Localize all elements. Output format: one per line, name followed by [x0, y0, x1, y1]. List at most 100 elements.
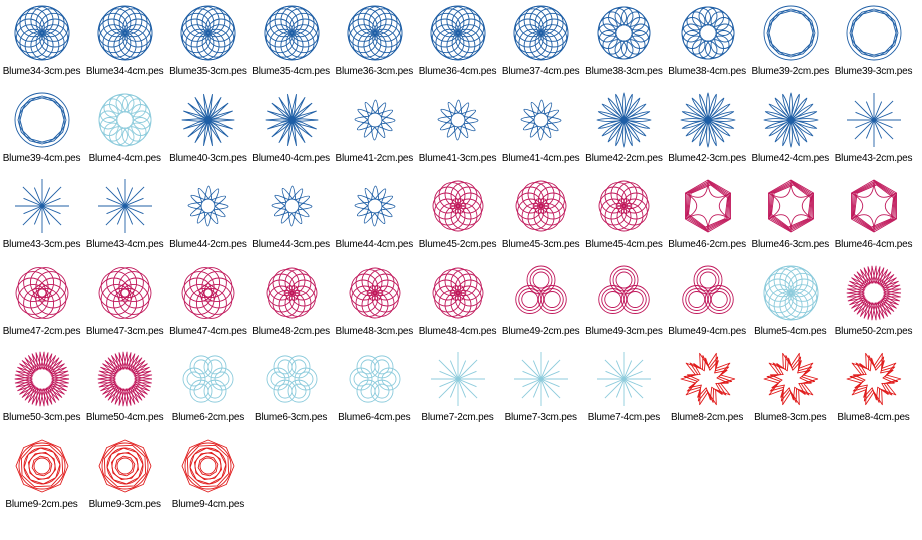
flower-design-icon: [846, 265, 902, 320]
file-item[interactable]: Blume43-2cm.pes: [832, 91, 915, 177]
file-item[interactable]: Blume8-4cm.pes: [832, 350, 915, 436]
file-item[interactable]: Blume7-3cm.pes: [499, 350, 582, 436]
file-item[interactable]: Blume50-3cm.pes: [0, 350, 83, 436]
embroidery-thumbnail: [845, 4, 903, 62]
embroidery-thumbnail: [595, 4, 653, 62]
file-item[interactable]: Blume42-3cm.pes: [666, 91, 749, 177]
flower-design-icon: [98, 179, 153, 233]
file-item[interactable]: Blume47-2cm.pes: [0, 264, 83, 350]
file-name-label: Blume6-4cm.pes: [338, 412, 411, 423]
file-item[interactable]: Blume48-3cm.pes: [333, 264, 416, 350]
file-item[interactable]: Blume46-3cm.pes: [749, 177, 832, 263]
file-item[interactable]: Blume36-3cm.pes: [333, 4, 416, 90]
embroidery-thumbnail: [512, 91, 570, 149]
flower-design-icon: [97, 5, 153, 61]
file-item[interactable]: Blume37-4cm.pes: [499, 4, 582, 90]
file-item[interactable]: Blume45-2cm.pes: [416, 177, 499, 263]
flower-design-icon: [432, 180, 484, 232]
file-item[interactable]: Blume46-4cm.pes: [832, 177, 915, 263]
flower-design-icon: [513, 5, 569, 61]
embroidery-thumbnail: [845, 264, 903, 322]
flower-design-icon: [182, 355, 234, 403]
file-item[interactable]: Blume43-4cm.pes: [83, 177, 166, 263]
embroidery-thumbnail: [679, 91, 737, 149]
file-item[interactable]: Blume45-3cm.pes: [499, 177, 582, 263]
file-name-label: Blume47-2cm.pes: [2, 325, 81, 337]
file-name-label: Blume6-2cm.pes: [171, 412, 244, 423]
file-item[interactable]: Blume6-3cm.pes: [250, 350, 333, 436]
file-item[interactable]: Blume38-3cm.pes: [582, 4, 665, 90]
file-item[interactable]: Blume7-2cm.pes: [416, 350, 499, 436]
file-item[interactable]: Blume7-4cm.pes: [582, 350, 665, 436]
file-item[interactable]: Blume44-3cm.pes: [250, 177, 333, 263]
flower-design-icon: [14, 351, 70, 407]
embroidery-thumbnail: [179, 91, 237, 149]
file-name-label: Blume4-4cm.pes: [88, 152, 161, 164]
file-item[interactable]: Blume40-3cm.pes: [166, 91, 249, 177]
file-item[interactable]: Blume6-2cm.pes: [166, 350, 249, 436]
file-item[interactable]: Blume6-4cm.pes: [333, 350, 416, 436]
embroidery-thumbnail: [512, 350, 570, 408]
file-name-label: Blume44-2cm.pes: [169, 239, 247, 250]
file-item[interactable]: Blume34-3cm.pes: [0, 4, 83, 90]
file-item[interactable]: Blume41-4cm.pes: [499, 91, 582, 177]
file-item[interactable]: Blume45-4cm.pes: [582, 177, 665, 263]
file-name-label: Blume41-3cm.pes: [418, 152, 497, 164]
file-name-label: Blume43-4cm.pes: [85, 239, 164, 250]
file-item[interactable]: Blume36-4cm.pes: [416, 4, 499, 90]
file-name-label: Blume46-3cm.pes: [751, 239, 830, 250]
file-item[interactable]: Blume35-3cm.pes: [166, 4, 249, 90]
file-item[interactable]: Blume50-4cm.pes: [83, 350, 166, 436]
file-item[interactable]: Blume49-3cm.pes: [582, 264, 665, 350]
file-item[interactable]: Blume49-2cm.pes: [499, 264, 582, 350]
file-item[interactable]: Blume43-3cm.pes: [0, 177, 83, 263]
file-item[interactable]: Blume35-4cm.pes: [250, 4, 333, 90]
file-item[interactable]: Blume44-2cm.pes: [166, 177, 249, 263]
file-item[interactable]: Blume39-3cm.pes: [832, 4, 915, 90]
embroidery-thumbnail: [595, 177, 653, 235]
file-item[interactable]: Blume4-4cm.pes: [83, 91, 166, 177]
file-name-label: Blume45-4cm.pes: [585, 239, 663, 250]
file-item[interactable]: Blume9-4cm.pes: [166, 437, 249, 523]
file-name-label: Blume8-4cm.pes: [837, 412, 910, 423]
file-item[interactable]: Blume9-2cm.pes: [0, 437, 83, 523]
file-item[interactable]: Blume48-2cm.pes: [250, 264, 333, 350]
embroidery-thumbnail: [263, 350, 321, 408]
file-item[interactable]: Blume47-3cm.pes: [83, 264, 166, 350]
file-item[interactable]: Blume41-2cm.pes: [333, 91, 416, 177]
file-item[interactable]: Blume49-4cm.pes: [666, 264, 749, 350]
embroidery-thumbnail: [346, 264, 404, 322]
file-item[interactable]: Blume8-3cm.pes: [749, 350, 832, 436]
embroidery-thumbnail: [13, 91, 71, 149]
file-item[interactable]: Blume46-2cm.pes: [666, 177, 749, 263]
embroidery-thumbnail: [762, 177, 820, 235]
file-item[interactable]: Blume8-2cm.pes: [666, 350, 749, 436]
file-item[interactable]: Blume47-4cm.pes: [166, 264, 249, 350]
file-item[interactable]: Blume44-4cm.pes: [333, 177, 416, 263]
flower-design-icon: [684, 179, 731, 233]
flower-design-icon: [97, 351, 153, 407]
flower-design-icon: [98, 439, 152, 492]
file-item[interactable]: Blume9-3cm.pes: [83, 437, 166, 523]
file-item[interactable]: Blume41-3cm.pes: [416, 91, 499, 177]
flower-design-icon: [98, 93, 152, 146]
flower-design-icon: [515, 180, 567, 232]
embroidery-thumbnail: [845, 91, 903, 149]
file-name-label: Blume35-3cm.pes: [169, 66, 247, 77]
flower-design-icon: [763, 92, 819, 147]
file-item[interactable]: Blume39-4cm.pes: [0, 91, 83, 177]
file-name-label: Blume43-3cm.pes: [2, 239, 81, 250]
embroidery-thumbnail: [96, 264, 154, 322]
embroidery-thumbnail: [179, 177, 237, 235]
file-item[interactable]: Blume42-4cm.pes: [749, 91, 832, 177]
file-item[interactable]: Blume50-2cm.pes: [832, 264, 915, 350]
file-item[interactable]: Blume38-4cm.pes: [666, 4, 749, 90]
embroidery-thumbnail: [13, 264, 71, 322]
file-item[interactable]: Blume42-2cm.pes: [582, 91, 665, 177]
file-name-label: Blume39-3cm.pes: [834, 66, 913, 77]
file-item[interactable]: Blume34-4cm.pes: [83, 4, 166, 90]
file-item[interactable]: Blume40-4cm.pes: [250, 91, 333, 177]
file-item[interactable]: Blume39-2cm.pes: [749, 4, 832, 90]
file-item[interactable]: Blume48-4cm.pes: [416, 264, 499, 350]
file-item[interactable]: Blume5-4cm.pes: [749, 264, 832, 350]
